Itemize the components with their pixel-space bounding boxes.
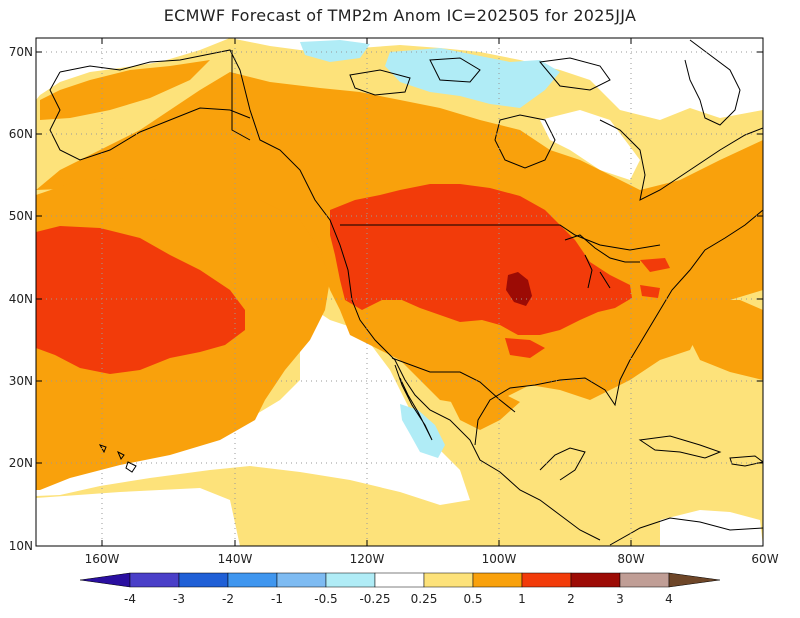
lon-label-140: 140W [218, 552, 253, 566]
field-blue-arctic2 [385, 48, 560, 108]
lon-label-80: 80W [617, 552, 644, 566]
lon-label-120: 120W [350, 552, 385, 566]
coast-arctic-islands [349, 57, 611, 96]
field-red-conus [330, 184, 632, 335]
field-blue-arctic [300, 40, 370, 62]
field-white-south [36, 488, 240, 546]
coast-yucatan [539, 447, 586, 481]
lat-label-50: 50N [9, 209, 33, 223]
coast-gulf [474, 359, 631, 446]
color-legend: -4 -3 -2 -1 -0.5 -0.25 0.25 0.5 1 2 3 4 [79, 572, 721, 606]
longitude-labels: 160W 140W 120W 100W 80W 60W [85, 552, 779, 566]
field-red-mexico [505, 338, 545, 358]
legend-label-1: 1 [518, 592, 526, 606]
field-orange-mexico [440, 380, 520, 430]
lon-label-100: 100W [482, 552, 517, 566]
legend-label-m05: -0.5 [314, 592, 337, 606]
legend-swatch-2-3 [570, 572, 621, 588]
lat-label-20: 20N [9, 456, 33, 470]
legend-swatch-m2-m1 [227, 572, 278, 588]
field-white-caribbean [660, 510, 763, 546]
coast-cuba [638, 435, 722, 459]
coast-hudson [494, 114, 556, 169]
coast-east [629, 209, 763, 361]
map-title: ECMWF Forecast of TMP2m Anom IC=202505 f… [163, 6, 637, 25]
latitude-labels: 70N 60N 50N 40N 30N 20N 10N [9, 45, 33, 553]
legend-arrow-right [668, 572, 721, 588]
lat-label-10: 10N [9, 539, 33, 553]
field-darkred-midwest [506, 272, 532, 306]
legend-swatch-m4-m3 [129, 572, 180, 588]
legend-swatch-m025-025 [374, 572, 425, 588]
lat-label-30: 30N [9, 374, 33, 388]
lon-label-60: 60W [751, 552, 778, 566]
border-alaska-canada [231, 50, 251, 141]
legend-swatch-1-2 [521, 572, 572, 588]
anomaly-field [36, 38, 763, 546]
legend-swatch-05-1 [472, 572, 523, 588]
coast-baja [394, 364, 433, 441]
legend-swatch-m05-m025 [325, 572, 376, 588]
field-orange-sw-atlantic [690, 300, 763, 380]
legend-label-m3: -3 [173, 592, 185, 606]
legend-label-3: 3 [616, 592, 624, 606]
legend-label-m2: -2 [222, 592, 234, 606]
legend-label-025: 0.25 [411, 592, 438, 606]
gridlines [36, 38, 763, 546]
legend-swatch-3-4 [619, 572, 670, 588]
legend-label-05: 0.5 [463, 592, 482, 606]
legend-swatch-m3-m2 [178, 572, 229, 588]
legend-label-2: 2 [567, 592, 575, 606]
border-great-lakes [564, 234, 640, 289]
coast-alaska-west [49, 71, 251, 161]
legend-label-m025: -0.25 [359, 592, 390, 606]
legend-arrow-left [79, 572, 131, 588]
field-red-pacific [36, 226, 245, 374]
legend-label-m1: -1 [271, 592, 283, 606]
legend-swatch-m1-m05 [276, 572, 327, 588]
field-blue-baja [400, 404, 445, 458]
coastlines [49, 39, 763, 546]
legend-label-4: 4 [665, 592, 673, 606]
border-us-canada [340, 224, 661, 251]
legend-label-m4: -4 [124, 592, 136, 606]
coast-greenland [684, 39, 741, 126]
lat-label-60: 60N [9, 127, 33, 141]
coast-labrador [599, 119, 763, 201]
tick-marks [36, 38, 763, 546]
field-red-ne [640, 258, 670, 272]
field-white-arctic [230, 38, 763, 120]
border-us-mexico [391, 357, 516, 413]
lat-label-70: 70N [9, 45, 33, 59]
field-white-alaska [36, 38, 230, 100]
map-frame [35, 37, 764, 547]
field-orange-alaska-tip [40, 60, 210, 120]
legend-swatch-025-05 [423, 572, 474, 588]
coast-southamerica [609, 517, 763, 546]
field-red-ne2 [640, 285, 660, 298]
coast-alaska [59, 49, 601, 541]
lon-label-160: 160W [85, 552, 120, 566]
lat-label-40: 40N [9, 292, 33, 306]
